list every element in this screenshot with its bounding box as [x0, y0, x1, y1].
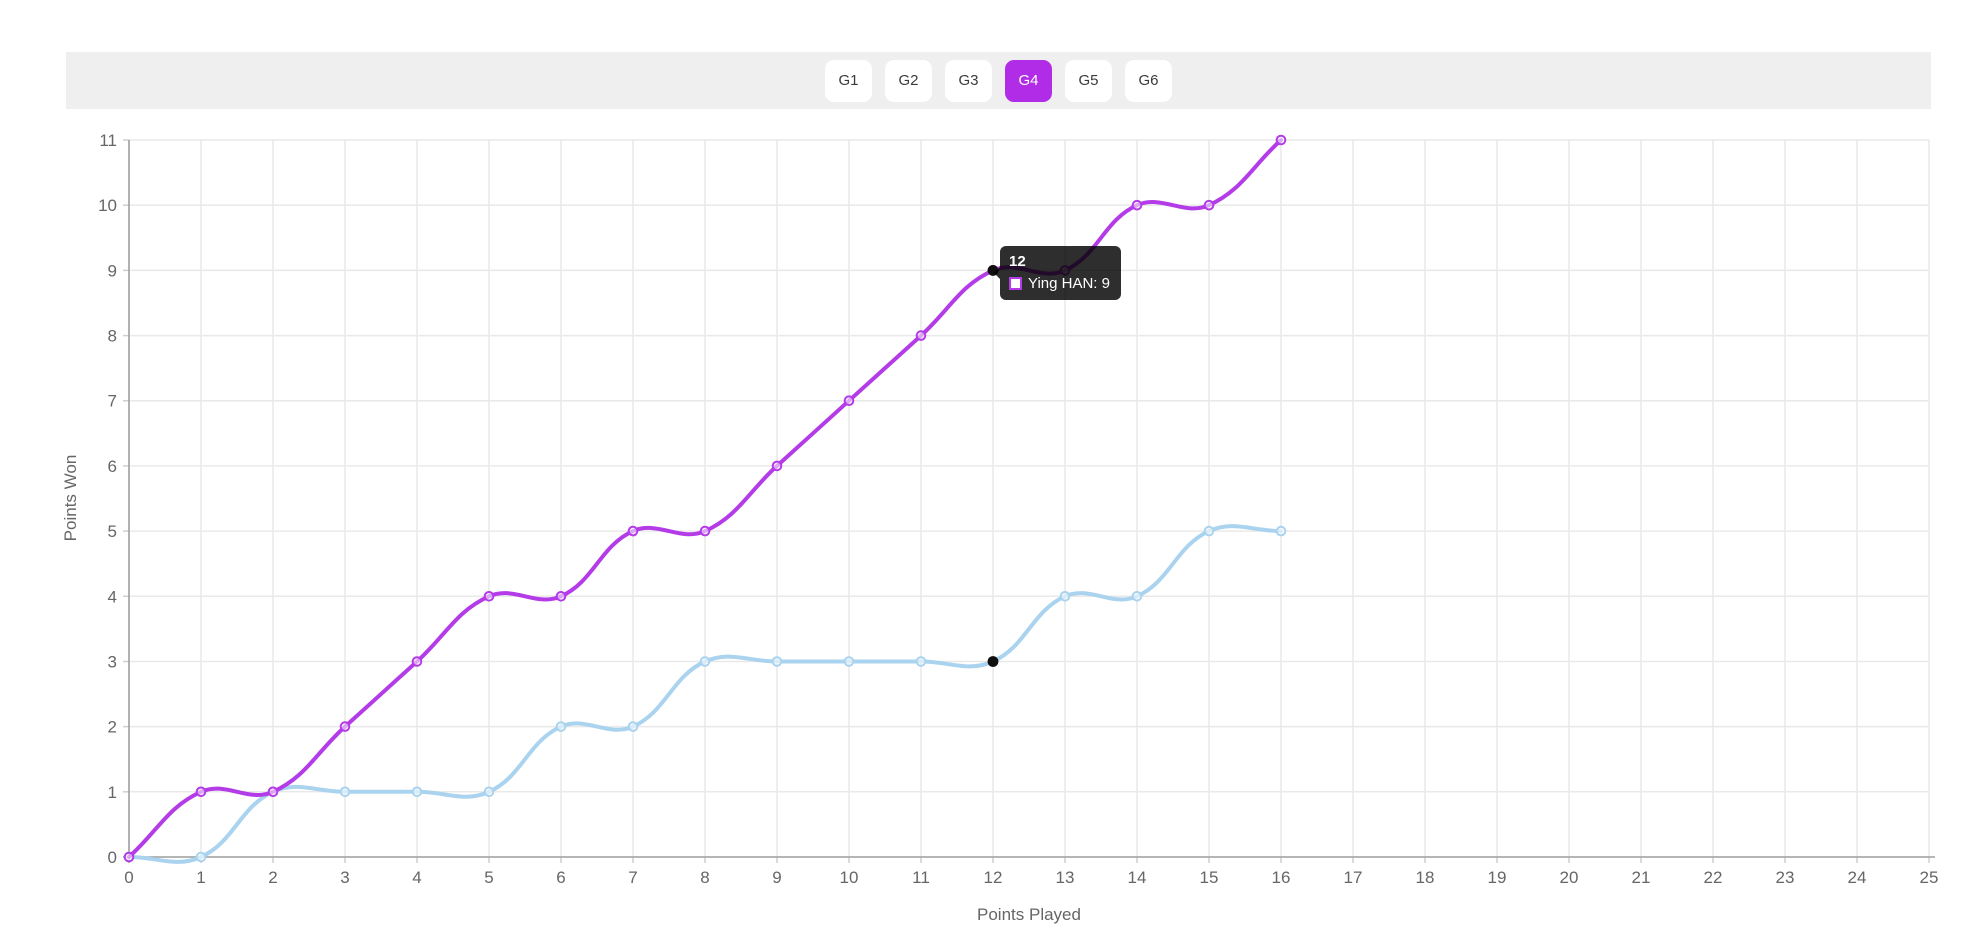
- x-tick-label: 16: [1272, 868, 1291, 887]
- point-marker[interactable]: [1131, 199, 1143, 211]
- game-tab-g5[interactable]: G5: [1065, 59, 1112, 102]
- x-tick-label: 6: [556, 868, 565, 887]
- x-tick-label: 2: [268, 868, 277, 887]
- x-tick-label: 24: [1848, 868, 1867, 887]
- tooltip-series-value: Ying HAN: 9: [1028, 275, 1110, 292]
- tooltip-title: 12: [1009, 253, 1026, 270]
- x-tick-label: 4: [412, 868, 421, 887]
- x-tick-label: 25: [1920, 868, 1939, 887]
- point-marker[interactable]: [771, 460, 783, 472]
- tick-labels: 0 1 2 3 4 5 6 7 8 9 10 11 12 13 14 15 16 17 18 19 20 21 22 23 24…: [98, 131, 1938, 887]
- game-tab-g2[interactable]: G2: [885, 59, 932, 102]
- point-marker[interactable]: [123, 851, 135, 863]
- x-tick-label: 5: [484, 868, 493, 887]
- y-tick-label: 0: [108, 848, 117, 867]
- point-marker[interactable]: [483, 786, 495, 798]
- game-tab-g4[interactable]: G4: [1005, 59, 1052, 102]
- game-selector-bar: G1 G2 G3 G4 G5 G6: [66, 52, 1931, 109]
- x-tick-label: 18: [1416, 868, 1435, 887]
- point-marker[interactable]: [1275, 525, 1287, 537]
- game-tab-g6[interactable]: G6: [1125, 59, 1172, 102]
- point-marker[interactable]: [699, 525, 711, 537]
- point-marker[interactable]: [555, 591, 567, 602]
- x-tick-label: 7: [628, 868, 637, 887]
- y-tick-label: 8: [108, 327, 117, 346]
- point-marker[interactable]: [339, 721, 351, 732]
- x-tick-label: 20: [1560, 868, 1579, 887]
- point-marker[interactable]: [915, 330, 927, 341]
- y-tick-label: 11: [99, 131, 117, 150]
- point-marker[interactable]: [1131, 591, 1143, 602]
- point-marker[interactable]: [915, 656, 927, 667]
- point-marker[interactable]: [411, 786, 423, 798]
- y-tick-label: 4: [108, 587, 117, 606]
- point-marker[interactable]: [699, 656, 711, 667]
- x-tick-label: 23: [1776, 868, 1795, 887]
- x-tick-label: 10: [840, 868, 859, 887]
- y-tick-label: 10: [98, 196, 117, 215]
- y-tick-label: 9: [108, 261, 117, 280]
- y-tick-label: 7: [108, 392, 117, 411]
- point-marker[interactable]: [195, 786, 207, 798]
- y-tick-label: 2: [108, 718, 117, 737]
- x-tick-label: 1: [196, 868, 205, 887]
- point-marker[interactable]: [1203, 199, 1215, 211]
- x-tick-label: 22: [1704, 868, 1723, 887]
- point-marker[interactable]: [1275, 134, 1287, 146]
- point-marker[interactable]: [267, 786, 279, 798]
- tooltip: 12 Ying HAN: 9: [1000, 246, 1121, 300]
- x-tick-label: 9: [772, 868, 781, 887]
- x-tick-label: 3: [340, 868, 349, 887]
- x-tick-label: 8: [700, 868, 709, 887]
- point-marker[interactable]: [627, 525, 639, 537]
- game-selector: G1 G2 G3 G4 G5 G6: [825, 59, 1172, 102]
- point-marker[interactable]: [195, 851, 207, 863]
- point-marker[interactable]: [843, 656, 855, 667]
- x-tick-label: 12: [984, 868, 1003, 887]
- y-axis-title: Points Won: [61, 455, 80, 542]
- x-tick-label: 21: [1632, 868, 1651, 887]
- point-marker[interactable]: [1203, 525, 1215, 537]
- x-tick-label: 11: [912, 868, 930, 887]
- point-marker[interactable]: [843, 395, 855, 407]
- tooltip-series-swatch: [1009, 277, 1022, 290]
- x-tick-label: 17: [1344, 868, 1363, 887]
- y-tick-label: 6: [108, 457, 117, 476]
- active-point[interactable]: [987, 656, 999, 667]
- point-marker[interactable]: [1059, 591, 1071, 602]
- point-marker[interactable]: [555, 721, 567, 732]
- x-tick-label: 13: [1056, 868, 1075, 887]
- point-marker[interactable]: [339, 786, 351, 798]
- game-tab-g3[interactable]: G3: [945, 59, 992, 102]
- y-tick-label: 5: [108, 522, 117, 541]
- x-axis-title: Points Played: [977, 905, 1081, 924]
- point-marker[interactable]: [627, 721, 639, 732]
- point-marker[interactable]: [483, 591, 495, 602]
- x-tick-label: 15: [1200, 868, 1219, 887]
- y-tick-label: 1: [108, 783, 117, 802]
- x-tick-label: 14: [1128, 868, 1147, 887]
- x-tick-label: 0: [124, 868, 133, 887]
- axes: [123, 140, 1935, 863]
- tooltip-row: Ying HAN: 9: [1009, 275, 1110, 292]
- point-marker[interactable]: [411, 656, 423, 667]
- x-tick-label: 19: [1488, 868, 1507, 887]
- point-marker[interactable]: [771, 656, 783, 667]
- y-tick-label: 3: [108, 653, 117, 672]
- game-tab-g1[interactable]: G1: [825, 59, 872, 102]
